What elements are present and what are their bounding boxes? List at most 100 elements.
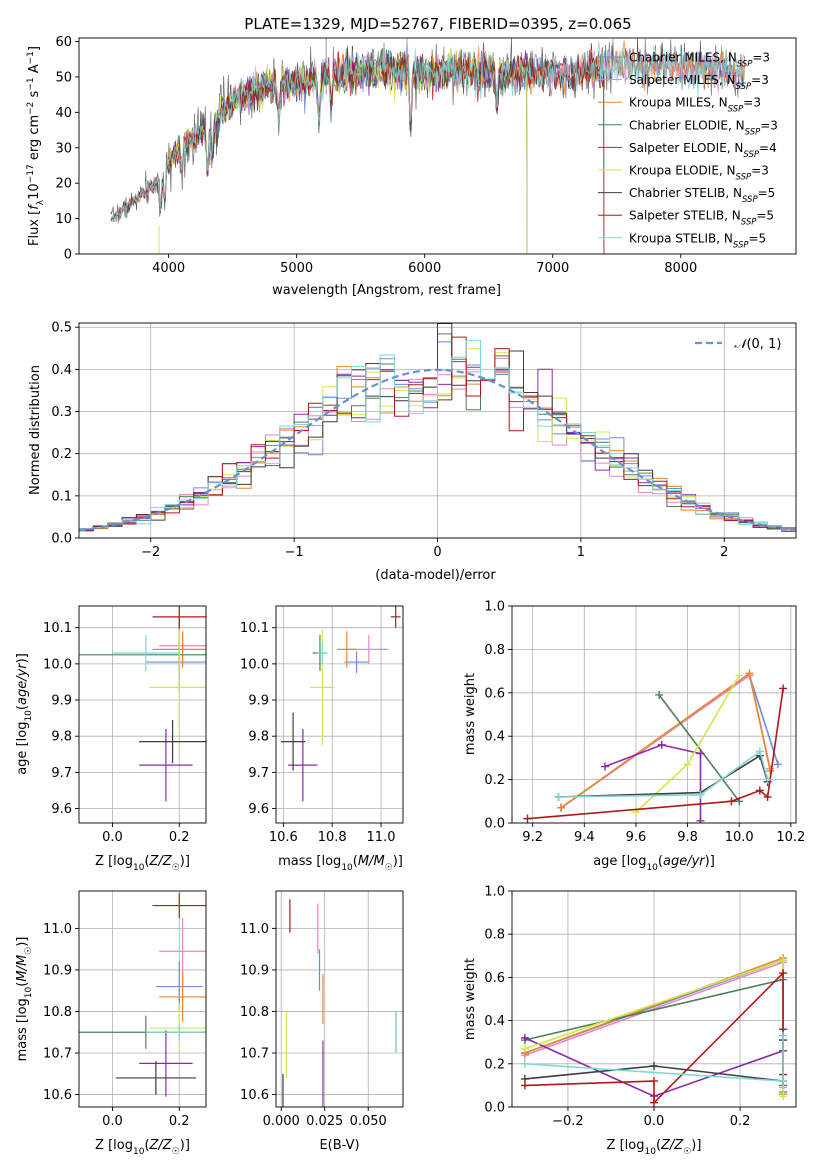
plot-area-mass-vs-Z xyxy=(79,893,206,1097)
model-spectrum-kroupa-stelib xyxy=(110,41,745,221)
y-tick-label: 9.7 xyxy=(51,766,72,781)
grid-age-vs-mass xyxy=(276,606,403,823)
weight-marker-salpeter-elodie xyxy=(657,740,666,749)
weight-marker-kroupa-stelib xyxy=(696,790,705,799)
axes-frame xyxy=(78,890,207,1108)
y-tick-label: 10.6 xyxy=(240,1088,269,1103)
y-tick-label: 0.2 xyxy=(484,773,505,788)
weight-marker-kroupa-miles xyxy=(557,803,566,812)
x-tick-label: 10.0 xyxy=(725,830,754,845)
y-tick-label: 0.2 xyxy=(51,447,72,462)
y-axis-label: mass weight xyxy=(463,673,478,755)
x-axis-label: (data-model)/error xyxy=(375,568,496,583)
x-tick-label: 0.000 xyxy=(263,1114,300,1129)
legend-label: Kroupa MILES, NSSP=3 xyxy=(629,96,761,115)
x-tick-label: 0.0 xyxy=(102,830,123,845)
weight-marker-kroupa-elodie xyxy=(779,956,788,965)
panel-age-vs-mass: 10.6 10.8 11.0 9.6 9.7 9.8 9.9 10.0 10.1 mass [lo… xyxy=(240,605,404,873)
weight-marker-salpeter-stelib xyxy=(755,786,764,795)
y-axis-label: Normed distribution xyxy=(28,365,43,495)
axes-age-vs-mass: 10.6 10.8 11.0 9.6 9.7 9.8 9.9 10.0 10.1 mass [lo… xyxy=(240,605,404,873)
y-tick-label: 10.7 xyxy=(240,1047,269,1062)
legend-label: Chabrier ELODIE, NSSP=3 xyxy=(629,118,778,137)
y-tick-label: 9.9 xyxy=(248,694,269,709)
grid-mass-weight-vs-Z xyxy=(512,890,796,1108)
y-tick-label: 60 xyxy=(55,35,72,50)
plot-area-mass-weight-vs-age xyxy=(523,669,788,823)
x-tick-label: 10.6 xyxy=(269,830,298,845)
x-axis-label: Z [log10(Z/Z☉)] xyxy=(95,1138,190,1157)
x-axis-label: mass [log10(M/M☉)] xyxy=(278,854,403,873)
panel-spectrum: 4000 5000 6000 7000 8000 0 10 20 30 40 50 60 wavelen… xyxy=(26,35,797,298)
y-tick-label: 0.8 xyxy=(484,643,505,658)
x-axis-label: Z [log10(Z/Z☉)] xyxy=(95,854,190,873)
y-tick-label: 0.5 xyxy=(51,321,72,336)
y-tick-label: 0 xyxy=(64,248,72,263)
x-axis-label: E(B-V) xyxy=(319,1138,359,1153)
legend-label: Salpeter ELODIE, NSSP=4 xyxy=(629,141,777,160)
legend-label: Salpeter STELIB, NSSP=5 xyxy=(629,209,774,228)
x-axis-label: wavelength [Angstrom, rest frame] xyxy=(272,283,501,298)
y-tick-label: 9.8 xyxy=(51,730,72,745)
y-tick-label: 9.7 xyxy=(248,766,269,781)
histogram-kroupa-stelib xyxy=(79,340,796,530)
axes-frame xyxy=(78,37,797,255)
x-tick-label: 7000 xyxy=(536,261,569,276)
x-axis-label: age [log10(age/yr)] xyxy=(593,854,715,873)
weight-line-chabrier-stelib xyxy=(558,754,769,798)
weight-marker-kroupa-stelib xyxy=(520,1059,529,1068)
y-tick-label: 10.0 xyxy=(43,657,72,672)
y-tick-label: 30 xyxy=(55,141,72,156)
x-tick-label: 0.025 xyxy=(306,1114,343,1129)
y-axis-label: mass weight xyxy=(463,958,478,1040)
x-tick-label: −0.2 xyxy=(552,1114,584,1129)
weight-line-salpeter-elodie xyxy=(604,744,702,821)
weight-marker-salpeter-stelib xyxy=(727,797,736,806)
x-tick-label: 10.8 xyxy=(318,830,347,845)
y-tick-label: 0.0 xyxy=(51,532,72,547)
x-tick-label: 0 xyxy=(433,545,441,560)
weight-marker-chabrier-stelib xyxy=(650,1061,658,1070)
weight-marker-salpeter-stelib xyxy=(520,1081,529,1090)
y-tick-label: 0.8 xyxy=(484,928,505,943)
x-tick-label: 11.0 xyxy=(367,830,396,845)
y-tick-label: 9.9 xyxy=(51,694,72,709)
y-tick-label: 0.4 xyxy=(484,730,505,745)
axes-mass-weight-vs-Z: −0.2 0.0 0.2 0.0 0.2 0.4 0.6 0.8 1.0 mass weight Z… xyxy=(463,885,797,1157)
panel-mass-vs-Z: 0.0 0.2 10.6 10.7 10.8 10.9 11.0 mass [log10(M/… xyxy=(15,890,207,1157)
weight-marker-salpeter-elodie xyxy=(696,816,705,823)
axes-frame xyxy=(78,605,207,824)
weight-marker-kroupa-stelib xyxy=(554,792,563,801)
x-tick-label: 2 xyxy=(720,545,728,560)
plot-area-spectrum xyxy=(110,38,745,254)
weight-marker-salpeter-elodie xyxy=(520,1033,529,1042)
y-axis-label: Flux [fλ10−17 erg cm−2 s−1 A−1] xyxy=(26,46,46,246)
axes-mass-vs-ebv: 0.000 0.025 0.050 10.6 10.7 10.8 10.9 11.0 E(B-V… xyxy=(240,890,404,1153)
weight-marker-salpeter-elodie xyxy=(600,762,609,771)
weight-marker-kroupa-stelib xyxy=(779,1031,788,1040)
y-tick-label: 50 xyxy=(55,70,72,85)
x-tick-label: 10.2 xyxy=(776,830,805,845)
weight-marker-kroupa-stelib xyxy=(779,1077,788,1086)
weight-marker-salpeter-stelib xyxy=(650,1098,658,1107)
y-axis-label: mass [log10(M/M☉)] xyxy=(15,937,34,1062)
axes-age-vs-Z: 0.0 0.2 9.6 9.7 9.8 9.9 10.0 10.1 age [log10(age… xyxy=(15,605,207,873)
legend-label: Kroupa STELIB, NSSP=5 xyxy=(629,231,766,250)
y-tick-label: 0.6 xyxy=(484,971,505,986)
plot-area-mass-vs-ebv xyxy=(282,899,397,1107)
weight-line-chabrier-miles xyxy=(560,674,779,809)
x-tick-label: 9.2 xyxy=(522,830,543,845)
x-tick-label: 0.0 xyxy=(102,1114,123,1129)
weight-marker-salpeter-stelib xyxy=(523,814,532,823)
y-tick-label: 10.7 xyxy=(43,1047,72,1062)
chart-layer: 4000 5000 6000 7000 80000102030405060wavelen… xyxy=(15,35,805,1157)
y-tick-label: 10.1 xyxy=(240,621,269,636)
weight-line-salpeter-stelib xyxy=(527,688,784,820)
y-tick-label: 10.9 xyxy=(43,963,72,978)
y-tick-label: 0.4 xyxy=(484,1014,505,1029)
weight-marker-salpeter-stelib xyxy=(779,969,788,978)
plot-area-residuals xyxy=(79,323,796,532)
legend-label: Chabrier STELIB, NSSP=5 xyxy=(629,186,775,205)
y-tick-label: 9.8 xyxy=(248,730,269,745)
weight-marker-salpeter-elodie xyxy=(696,749,705,758)
